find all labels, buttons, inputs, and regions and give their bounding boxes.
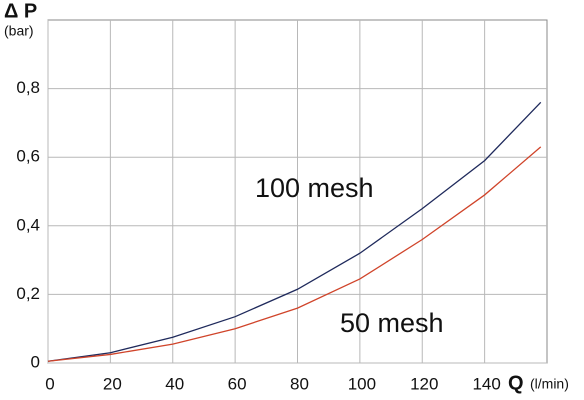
y-axis-label: Δ P (4, 0, 37, 22)
y-tick-label: 0,2 (16, 284, 40, 303)
x-axis-label: Q (508, 372, 524, 394)
y-tick-label: 0,6 (16, 147, 40, 166)
data-line (47, 101, 542, 362)
x-axis-unit: (l/min) (530, 376, 569, 392)
y-tick-label: 0,8 (16, 78, 40, 97)
series-label: 50 mesh (340, 308, 444, 338)
x-tick-label: 80 (290, 374, 309, 393)
x-tick-label: 100 (348, 374, 376, 393)
y-tick-label: 0,4 (16, 215, 40, 234)
data-line (47, 146, 542, 362)
x-tick-label: 20 (103, 374, 122, 393)
y-tick-label: 0 (31, 352, 40, 371)
y-axis-unit: (bar) (4, 23, 34, 39)
series-label: 100 mesh (255, 173, 374, 203)
x-tick-label: 60 (228, 374, 247, 393)
x-tick-label: 40 (165, 374, 184, 393)
x-tick-label: 0 (45, 374, 54, 393)
x-tick-label: 120 (410, 374, 438, 393)
x-tick-label: 140 (472, 374, 500, 393)
